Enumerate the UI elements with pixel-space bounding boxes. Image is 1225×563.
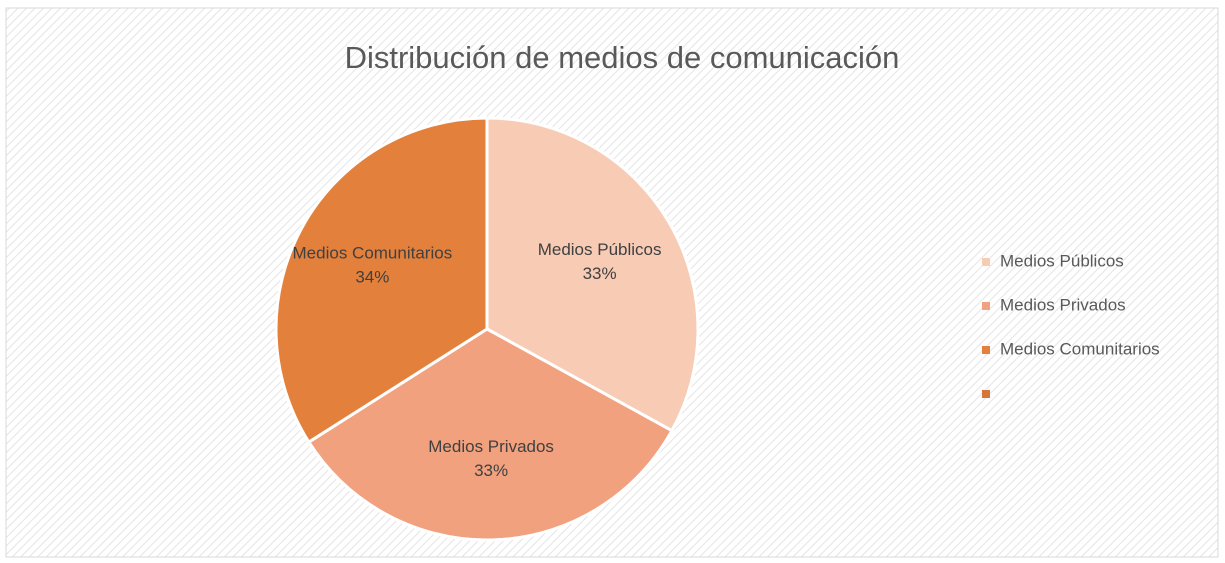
- legend-label: Medios Comunitarios: [1000, 339, 1160, 358]
- slice-label-name: Medios Públicos: [538, 240, 662, 259]
- legend-marker: [982, 346, 990, 354]
- slice-label-value: 33%: [474, 461, 508, 480]
- legend-marker: [982, 390, 990, 398]
- slice-label-name: Medios Comunitarios: [293, 243, 453, 262]
- pie-slice: [306, 327, 674, 542]
- legend-label: Medios Públicos: [1000, 251, 1124, 270]
- legend-label: Medios Privados: [1000, 295, 1126, 314]
- slice-label-name: Medios Privados: [428, 437, 554, 456]
- slice-label-value: 33%: [583, 264, 617, 283]
- pie-slice: [274, 116, 489, 445]
- slice-label-value: 34%: [355, 267, 389, 286]
- legend-marker: [982, 258, 990, 266]
- chart-title: Distribución de medios de comunicación: [345, 40, 900, 75]
- legend-marker: [982, 302, 990, 310]
- pie-slice: [485, 116, 700, 433]
